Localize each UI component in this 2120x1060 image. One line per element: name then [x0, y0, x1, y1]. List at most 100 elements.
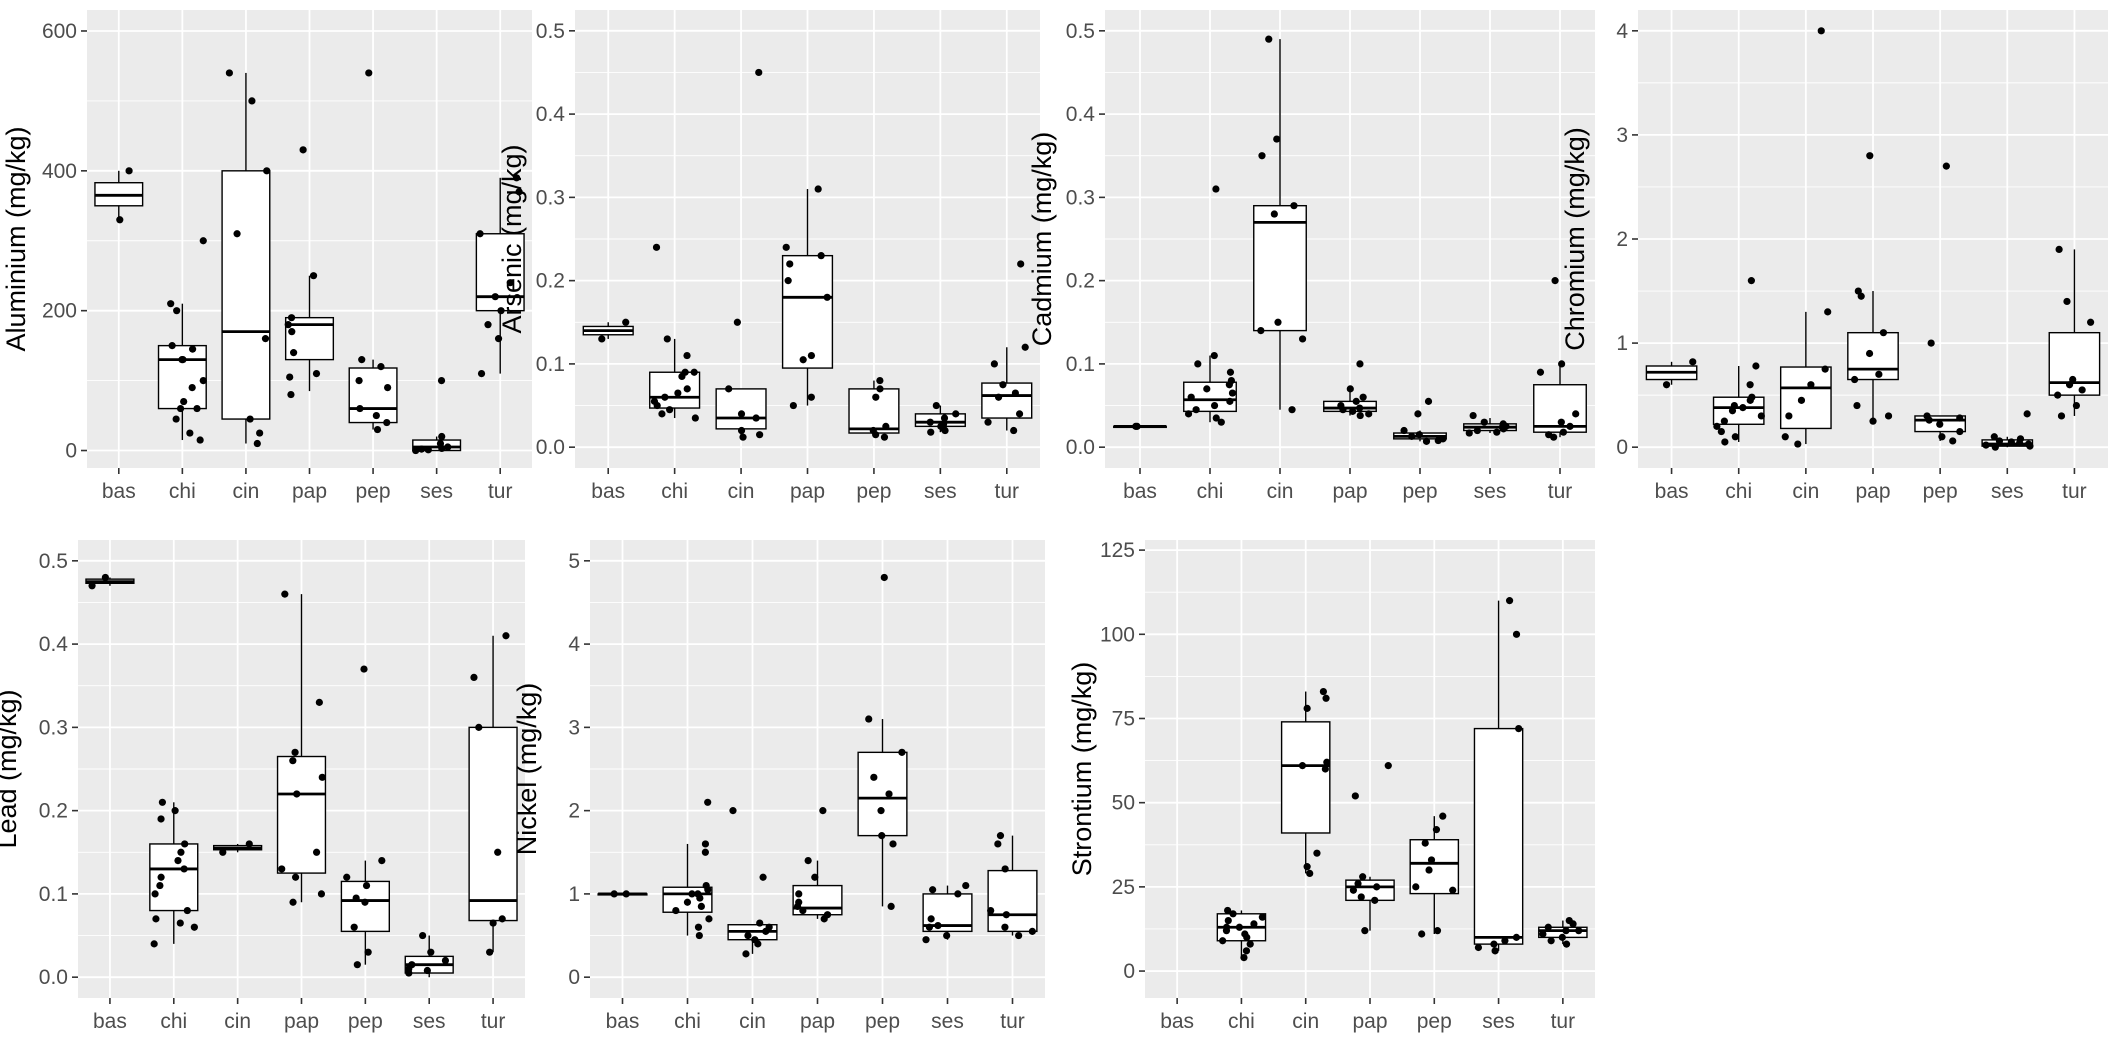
- data-point: [784, 277, 792, 285]
- data-point: [494, 335, 503, 343]
- data-point: [729, 807, 737, 815]
- data-point: [795, 890, 803, 898]
- data-point: [1359, 873, 1367, 881]
- y-tick-label: 1: [568, 883, 580, 906]
- data-point: [1187, 393, 1195, 401]
- data-point: [1194, 360, 1202, 368]
- data-point: [1689, 358, 1697, 366]
- y-tick-label: 0.4: [536, 103, 566, 126]
- chart-panel-2: 0.0 0.1 0.2 0.3 0.4 0.5 bas chi cin pap pep ses tur A…: [497, 10, 1040, 503]
- data-point: [1226, 397, 1234, 405]
- data-point: [1991, 443, 1999, 451]
- data-point: [286, 373, 294, 381]
- data-point: [1321, 765, 1329, 773]
- data-point: [737, 410, 746, 418]
- data-point: [678, 372, 686, 380]
- data-point: [943, 931, 951, 940]
- x-tick-label: pep: [856, 480, 891, 503]
- x-tick-label: chi: [1228, 1010, 1255, 1033]
- data-point: [1449, 886, 1457, 894]
- data-point: [196, 436, 204, 444]
- iqr-box: [468, 726, 518, 922]
- x-tick-label: pap: [1332, 480, 1367, 503]
- data-point: [261, 335, 270, 343]
- data-point: [1184, 410, 1193, 418]
- x-tick-label: bas: [102, 480, 136, 503]
- data-point: [807, 351, 816, 360]
- y-tick-label: 3: [1616, 124, 1628, 147]
- data-point: [683, 351, 691, 360]
- iqr-box: [857, 751, 908, 837]
- y-tick-label: 4: [1616, 20, 1628, 43]
- x-tick-label: chi: [1725, 480, 1752, 503]
- x-tick-label: cin: [232, 480, 259, 503]
- chart-panel-3: 0.0 0.1 0.2 0.3 0.4 0.5 bas chi cin pap pep ses tur C…: [1027, 10, 1595, 503]
- data-point: [312, 848, 321, 856]
- data-point: [1566, 422, 1574, 430]
- data-point: [1339, 406, 1347, 414]
- data-point: [289, 898, 297, 906]
- data-point: [1192, 406, 1200, 414]
- data-point: [733, 318, 741, 326]
- data-point: [878, 832, 886, 840]
- data-point: [725, 385, 733, 393]
- data-point: [622, 890, 630, 898]
- data-point: [1235, 923, 1244, 931]
- data-point: [1228, 389, 1237, 397]
- data-point: [1747, 277, 1755, 285]
- box-cin: [221, 72, 271, 444]
- data-point: [2055, 245, 2063, 254]
- data-point: [941, 426, 949, 435]
- data-point: [799, 906, 807, 915]
- y-tick-label: 0.5: [1066, 20, 1095, 43]
- data-point: [1384, 762, 1392, 770]
- data-point: [622, 318, 630, 326]
- data-point: [1412, 883, 1420, 891]
- y-tick-label: 4: [568, 633, 580, 656]
- data-point: [1203, 385, 1211, 393]
- data-point: [256, 429, 264, 437]
- data-point: [1739, 404, 1747, 412]
- data-point: [1322, 694, 1330, 702]
- data-point: [358, 356, 366, 364]
- data-point: [898, 748, 906, 756]
- x-tick-label: pap: [1352, 1010, 1387, 1033]
- data-point: [181, 840, 189, 848]
- box-tur: [987, 835, 1038, 936]
- data-point: [1212, 185, 1220, 193]
- data-point: [799, 356, 807, 364]
- data-point: [1017, 260, 1025, 268]
- y-tick-label: 0.4: [39, 633, 69, 656]
- data-point: [1346, 385, 1354, 393]
- x-tick-label: tur: [995, 480, 1020, 503]
- data-point: [1721, 438, 1729, 446]
- chart-panel-5: 0.0 0.1 0.2 0.3 0.4 0.5 bas chi cin pap pep ses tur L…: [0, 540, 525, 1033]
- data-point: [1547, 937, 1555, 945]
- data-point: [1246, 940, 1254, 948]
- y-tick-label: 2: [568, 800, 580, 823]
- y-tick-label: 400: [42, 160, 77, 183]
- data-point: [1226, 368, 1235, 376]
- x-tick-label: tur: [1548, 480, 1573, 503]
- y-tick-label: 0.2: [39, 800, 68, 823]
- data-point: [1225, 381, 1233, 389]
- data-point: [877, 807, 885, 815]
- data-point: [158, 798, 167, 806]
- data-point: [199, 237, 207, 245]
- data-point: [515, 188, 523, 196]
- data-point: [1425, 866, 1433, 874]
- data-point: [1427, 856, 1436, 864]
- data-point: [318, 773, 326, 781]
- data-point: [157, 873, 165, 881]
- data-point: [288, 328, 296, 336]
- data-point: [1512, 630, 1521, 638]
- data-point: [1995, 437, 2004, 445]
- data-point: [1990, 433, 1998, 441]
- data-point: [1807, 381, 1815, 389]
- y-tick-label: 0.4: [1066, 103, 1096, 126]
- data-point: [1575, 927, 1583, 935]
- data-point: [365, 69, 373, 77]
- data-point: [962, 881, 970, 890]
- data-point: [151, 890, 159, 898]
- data-point: [1351, 792, 1359, 800]
